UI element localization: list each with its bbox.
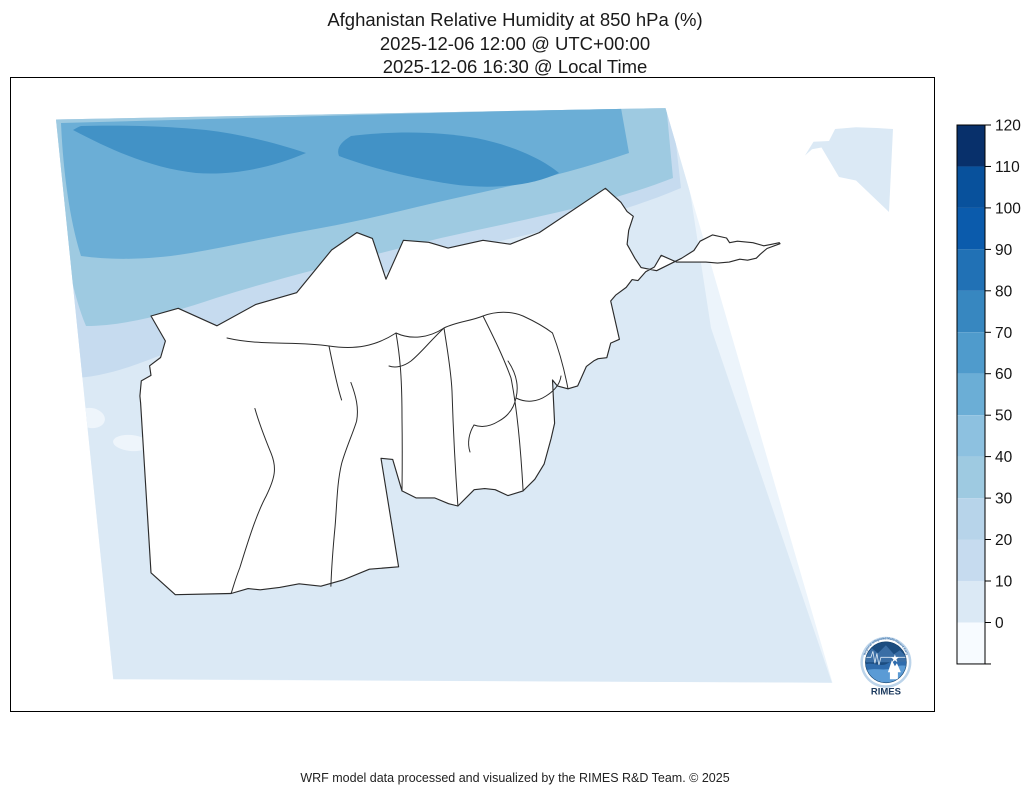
svg-text:70: 70 — [995, 325, 1013, 342]
svg-text:10: 10 — [995, 574, 1013, 591]
svg-text:30: 30 — [995, 491, 1013, 508]
svg-text:80: 80 — [995, 283, 1013, 300]
svg-text:50: 50 — [995, 408, 1013, 425]
svg-text:40: 40 — [995, 449, 1013, 466]
svg-text:90: 90 — [995, 242, 1013, 259]
svg-text:20: 20 — [995, 532, 1013, 549]
svg-text:100: 100 — [995, 200, 1021, 217]
svg-text:0: 0 — [995, 615, 1004, 632]
svg-text:60: 60 — [995, 366, 1013, 383]
svg-text:120: 120 — [995, 118, 1021, 135]
svg-text:110: 110 — [995, 159, 1020, 176]
